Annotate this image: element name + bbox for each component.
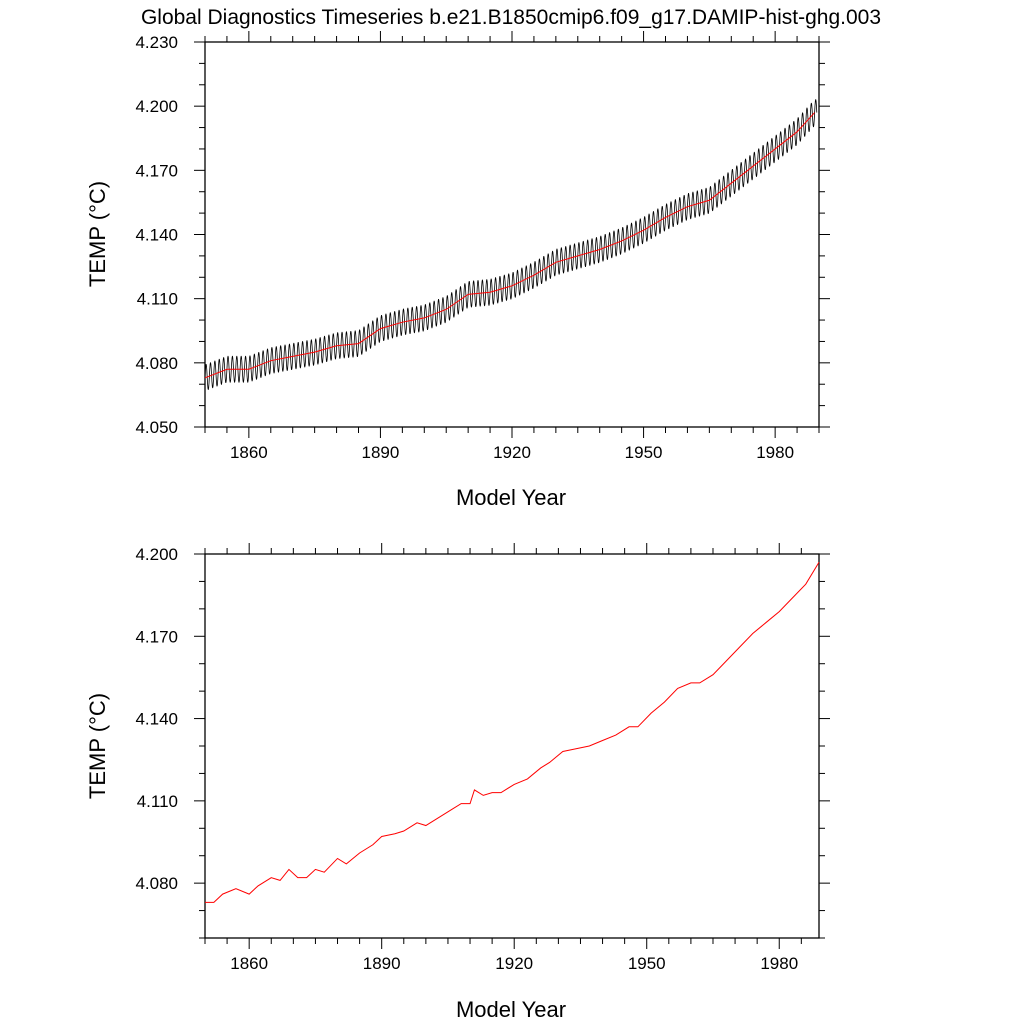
y-tick-label: 4.050 bbox=[135, 418, 178, 437]
y-tick-label: 4.110 bbox=[137, 792, 178, 811]
x-tick-label: 1920 bbox=[495, 954, 533, 973]
figure-title: Global Diagnostics Timeseries b.e21.B185… bbox=[141, 6, 881, 29]
bottom-x-tick-labels: 1860 1890 1920 1950 1980 bbox=[230, 954, 798, 973]
x-tick-label: 1890 bbox=[363, 954, 401, 973]
y-tick-label: 4.110 bbox=[137, 290, 178, 309]
x-tick-label: 1950 bbox=[628, 954, 666, 973]
y-tick-label: 4.200 bbox=[135, 97, 178, 116]
bottom-chart-panel: 4.080 4.110 4.140 4.170 4.200 1860 1890 1920 19… bbox=[85, 543, 830, 1022]
y-tick-label: 4.170 bbox=[135, 161, 178, 180]
y-tick-label: 4.200 bbox=[135, 545, 178, 564]
y-tick-label: 4.080 bbox=[135, 354, 178, 373]
y-tick-label: 4.140 bbox=[135, 226, 178, 245]
top-annual-series-line bbox=[204, 112, 815, 379]
bottom-y-axis-title: TEMP (°C) bbox=[85, 693, 110, 799]
top-x-tick-labels: 1860 1890 1920 1950 1980 bbox=[230, 443, 794, 462]
x-tick-label: 1860 bbox=[230, 954, 268, 973]
bottom-annual-series-line bbox=[205, 561, 820, 903]
bottom-y-tick-labels: 4.080 4.110 4.140 4.170 4.200 bbox=[135, 545, 178, 893]
y-tick-label: 4.080 bbox=[135, 874, 178, 893]
top-x-axis-title: Model Year bbox=[456, 485, 566, 510]
top-monthly-series-line bbox=[204, 99, 818, 390]
bottom-tick-marks bbox=[194, 543, 830, 949]
x-tick-label: 1860 bbox=[230, 443, 268, 462]
y-tick-label: 4.140 bbox=[135, 710, 178, 729]
x-tick-label: 1980 bbox=[756, 443, 794, 462]
y-tick-label: 4.170 bbox=[135, 627, 178, 646]
top-y-axis-title: TEMP (°C) bbox=[85, 181, 110, 287]
x-tick-label: 1890 bbox=[362, 443, 400, 462]
bottom-plot-frame bbox=[204, 553, 820, 939]
top-y-tick-labels: 4.050 4.080 4.110 4.140 4.170 4.200 4.230 bbox=[135, 33, 178, 437]
top-plot-frame bbox=[204, 41, 820, 428]
y-tick-label: 4.230 bbox=[135, 33, 178, 52]
top-chart-panel: 4.050 4.080 4.110 4.140 4.170 4.200 4.230 1860… bbox=[85, 31, 830, 510]
top-tick-marks bbox=[194, 31, 830, 438]
x-tick-label: 1980 bbox=[760, 954, 798, 973]
x-tick-label: 1920 bbox=[493, 443, 531, 462]
x-tick-label: 1950 bbox=[625, 443, 663, 462]
bottom-x-axis-title: Model Year bbox=[456, 997, 566, 1022]
